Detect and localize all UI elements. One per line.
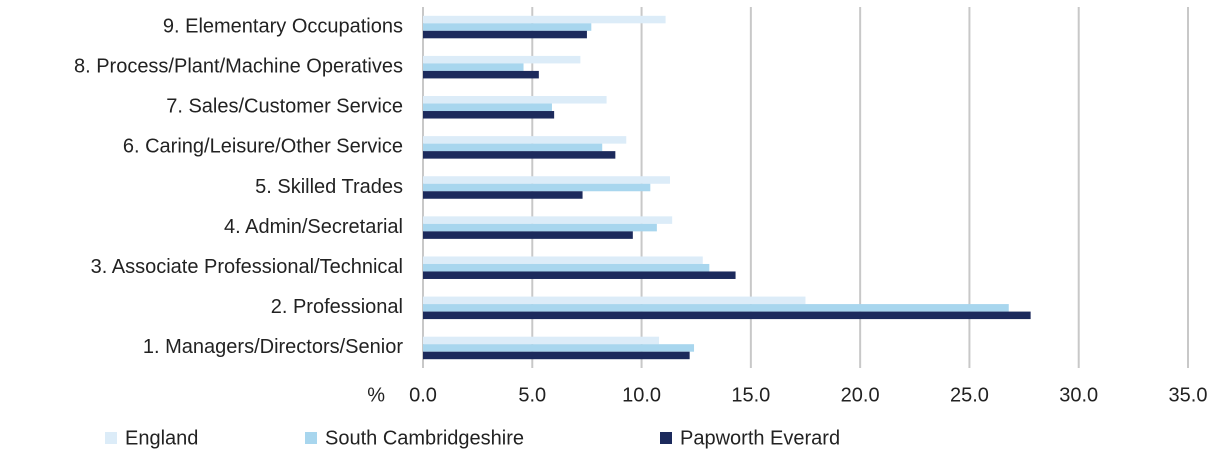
bar	[423, 351, 690, 360]
y-tick-label: 3. Associate Professional/Technical	[91, 256, 403, 278]
bar	[423, 263, 710, 272]
x-tick-label: 20.0	[841, 384, 880, 406]
bar	[423, 55, 581, 64]
bar	[423, 63, 524, 71]
legend-label: South Cambridgeshire	[325, 427, 524, 449]
bar	[423, 344, 695, 352]
x-tick-label: 15.0	[731, 384, 770, 406]
legend-swatch	[305, 432, 317, 444]
bar	[423, 143, 603, 152]
bar	[423, 176, 670, 184]
bar	[423, 223, 657, 232]
bar	[423, 136, 627, 144]
bar	[423, 96, 607, 104]
bar	[423, 103, 552, 112]
bar	[423, 311, 1031, 320]
bar	[423, 256, 703, 264]
bar	[423, 336, 660, 345]
bar	[423, 30, 587, 39]
bar	[423, 216, 673, 224]
y-tick-label: 8. Process/Plant/Machine Operatives	[74, 55, 403, 77]
legend-label: Papworth Everard	[680, 427, 840, 449]
x-tick-label: 10.0	[622, 384, 661, 406]
bar	[423, 296, 806, 305]
y-tick-label: 7. Sales/Customer Service	[166, 96, 403, 118]
bar	[423, 304, 1009, 312]
x-tick-label: 25.0	[950, 384, 989, 406]
bar	[423, 70, 539, 79]
y-tick-label: 9. Elementary Occupations	[163, 15, 403, 37]
x-tick-label: 35.0	[1169, 384, 1208, 406]
y-tick-label: 4. Admin/Secretarial	[224, 216, 403, 238]
bar	[423, 151, 616, 159]
y-tick-label: 2. Professional	[271, 296, 403, 318]
bar	[423, 183, 651, 192]
legend-label: England	[125, 427, 198, 449]
y-tick-label: 1. Managers/Directors/Senior	[143, 336, 403, 358]
x-tick-label: 30.0	[1059, 384, 1098, 406]
bar	[423, 191, 583, 199]
x-tick-label: 0.0	[409, 384, 437, 406]
x-tick-label: 5.0	[518, 384, 546, 406]
y-tick-label: 6. Caring/Leisure/Other Service	[123, 136, 403, 158]
bar	[423, 23, 592, 31]
bar	[423, 271, 736, 279]
x-axis-label: %	[367, 384, 385, 406]
legend-swatch	[105, 432, 117, 444]
y-tick-label: 5. Skilled Trades	[255, 176, 403, 198]
bar	[423, 15, 666, 24]
bar	[423, 231, 633, 239]
legend-swatch	[660, 432, 672, 444]
bar	[423, 111, 555, 119]
